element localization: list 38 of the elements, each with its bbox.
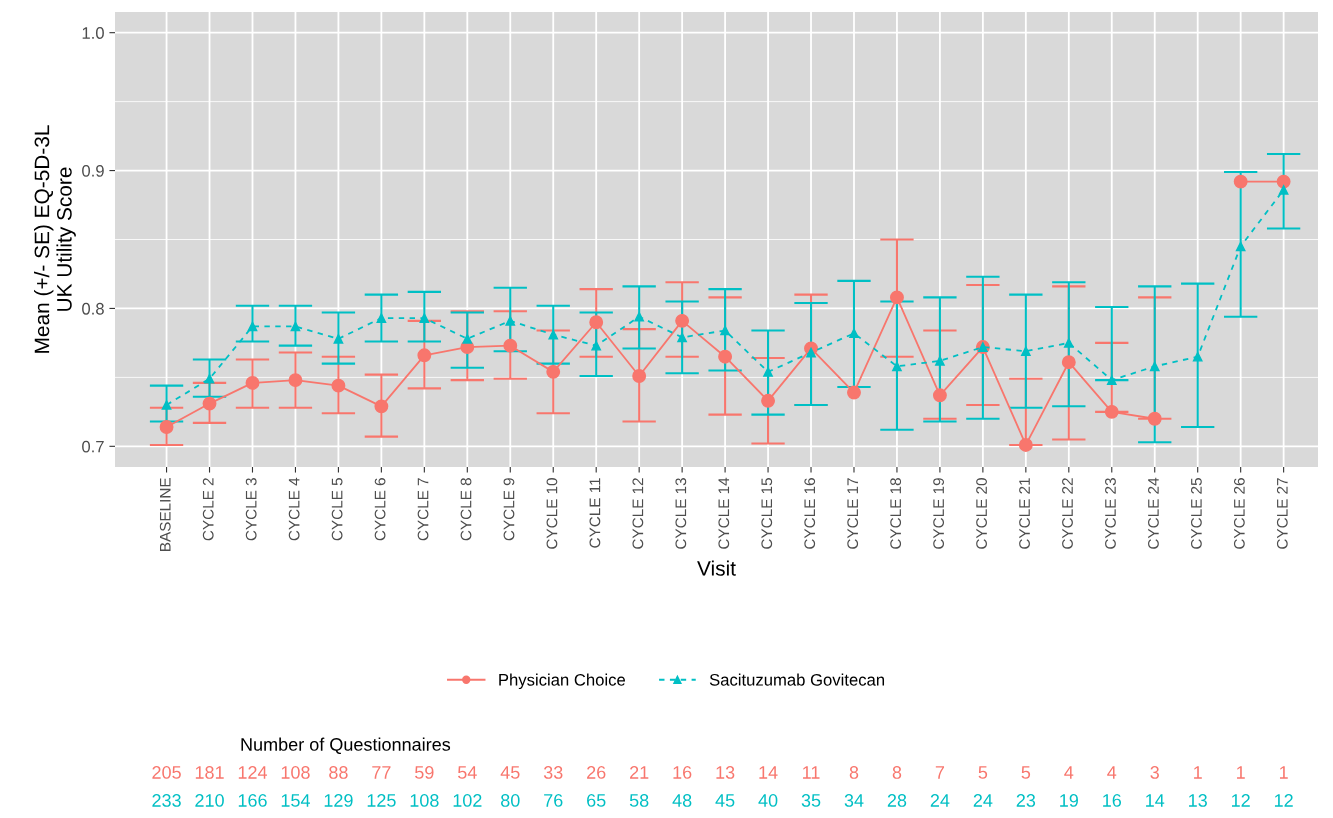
x-axis-title: Visit — [697, 560, 736, 576]
x-tick-label: CYCLE 22 — [1062, 478, 1073, 549]
text: 233 210 166 154 129 125 108 102 80 76 65 58 48 45 40 35 34 28 24 24 23 19 16 14 13 12 12 — [152, 794, 1293, 807]
x-tick-label: CYCLE 14 — [718, 477, 730, 549]
x-tick-label: CYCLE 16 — [804, 478, 816, 549]
x-tick-label: CYCLE 7 — [417, 478, 429, 541]
x-tick-label: CYCLE 17 — [847, 478, 859, 549]
y-tick-label: 0.8 — [82, 302, 104, 315]
text: Number of Questionnaires — [241, 737, 451, 755]
x-tick-label: CYCLE 5 — [331, 478, 343, 541]
x-tick-label: CYCLE 2 — [202, 478, 214, 541]
x-tick-label: CYCLE 20 — [976, 478, 987, 549]
legend-label: Physician Choice — [499, 673, 626, 690]
x-tick-label: CYCLE 11 — [589, 478, 601, 548]
y-axis-title: Mean (+/- SE) EQ-5D-3L UK Utility Score — [34, 125, 76, 353]
x-tick-label: CYCLE 4 — [288, 477, 300, 541]
x-tick-label: CYCLE 6 — [374, 478, 386, 541]
x-tick-label: CYCLE 3 — [245, 478, 257, 541]
x-tick-label: CYCLE 9 — [503, 478, 515, 541]
x-tick-label: CYCLE 12 — [632, 478, 644, 549]
x-tick-label: CYCLE 23 — [1105, 478, 1116, 549]
x-tick-label: CYCLE 25 — [1190, 478, 1202, 549]
legend-label: Sacituzumab Govitecan — [709, 673, 885, 686]
x-tick-label: CYCLE 18 — [890, 478, 902, 549]
x-tick-label: CYCLE 15 — [761, 478, 773, 549]
x-tick-label: CYCLE 24 — [1148, 477, 1159, 549]
x-tick-label: BASELINE — [159, 478, 171, 551]
x-tick-label: CYCLE 13 — [675, 478, 687, 549]
text: 205 181 124 108 88 77 59 54 45 33 26 21 16 13 14 11 8 8 7 5 5 4 4 3 1 1 1 — [152, 766, 1288, 779]
y-tick-label: 1.0 — [82, 27, 104, 39]
x-tick-label: CYCLE 27 — [1276, 478, 1288, 549]
y-tick-label: 0.7 — [82, 440, 104, 453]
x-tick-label: CYCLE 19 — [933, 478, 945, 549]
x-tick-label: CYCLE 10 — [546, 478, 558, 549]
x-tick-label: CYCLE 21 — [1019, 478, 1030, 549]
x-tick-label: CYCLE 8 — [460, 478, 472, 541]
x-tick-label: CYCLE 26 — [1233, 478, 1245, 549]
y-tick-label: 0.9 — [82, 164, 104, 177]
